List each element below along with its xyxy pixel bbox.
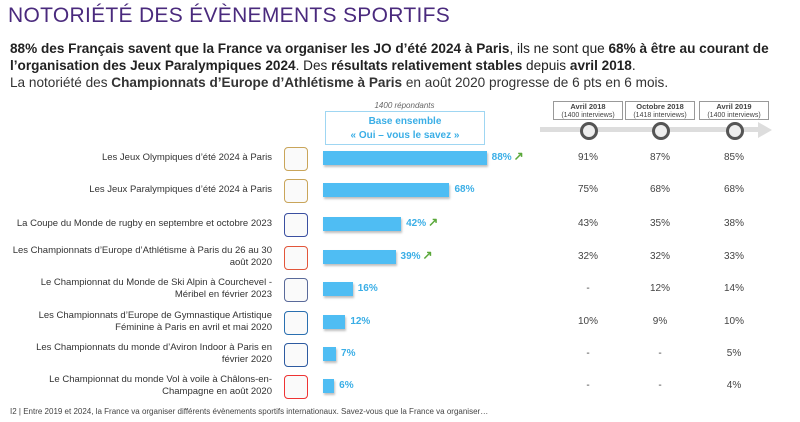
- history-header-sub: (1400 interviews): [561, 112, 615, 119]
- timeline-marker: [580, 122, 598, 140]
- bar: [323, 379, 335, 393]
- history-value: -: [658, 380, 662, 391]
- history-header: Octobre 2018 (1418 interviews): [625, 101, 695, 120]
- category-label: Les Championnats d’Europe de Gymnastique…: [38, 310, 272, 333]
- history-value: 38%: [723, 218, 744, 229]
- history-value: 10%: [577, 316, 598, 327]
- event-logo-icon: [284, 311, 308, 335]
- intro-p1b: , ils ne sont que: [509, 41, 609, 56]
- event-logo-icon: [284, 343, 308, 367]
- trend-up-arrow-icon: ↗: [513, 149, 524, 163]
- history-value: 32%: [649, 251, 670, 262]
- bar: [323, 183, 450, 197]
- intro-p1c: 68% à être au courant de l’organisation …: [10, 41, 769, 73]
- timeline-marker: [652, 122, 670, 140]
- category-label: Le Championnat du monde Vol à voile à Ch…: [49, 374, 272, 397]
- history-value: 85%: [723, 152, 744, 163]
- history-value: 5%: [726, 348, 742, 359]
- history-value: 12%: [649, 283, 670, 294]
- intro-text: 88% des Français savent que la France va…: [10, 40, 790, 91]
- base-line2: « Oui – vous le savez »: [350, 130, 460, 141]
- history-header-label: Avril 2018: [570, 102, 606, 111]
- event-logo-icon: [284, 278, 308, 302]
- bar: [323, 347, 337, 361]
- history-value: 10%: [723, 316, 744, 327]
- trend-up-arrow-icon: ↗: [428, 215, 439, 229]
- intro-p1h: .: [631, 58, 636, 73]
- value-label: 12%: [350, 316, 371, 327]
- value-label: 7%: [341, 348, 356, 359]
- category-label: Les Championnats du monde d’Aviron Indoo…: [36, 342, 272, 365]
- category-label: Le Championnat du Monde de Ski Alpin à C…: [40, 277, 272, 300]
- value-label: 6%: [339, 380, 354, 391]
- history-value: -: [586, 380, 590, 391]
- value-label: 42%: [406, 218, 427, 229]
- history-header: Avril 2019 (1400 interviews): [699, 101, 769, 120]
- value-label: 68%: [454, 184, 475, 195]
- value-label: 39%: [400, 251, 421, 262]
- base-line1: Base ensemble: [368, 116, 442, 127]
- intro-p1e: résultats relativement stables: [331, 58, 523, 73]
- category-label: Les Jeux Paralympiques d’été 2024 à Pari…: [89, 184, 272, 195]
- intro-p1f: depuis: [522, 58, 570, 73]
- base-box: Base ensemble « Oui – vous le savez »: [325, 111, 485, 145]
- category-label: Les Jeux Olympiques d’été 2024 à Paris: [101, 152, 272, 163]
- respondents-count: 1400 répondants: [374, 101, 435, 110]
- bar: [323, 282, 353, 296]
- history-value: -: [586, 283, 590, 294]
- bar: [323, 315, 346, 329]
- history-value: 4%: [726, 380, 742, 391]
- history-value: 14%: [723, 283, 744, 294]
- history-value: 91%: [577, 152, 598, 163]
- history-value: 68%: [723, 184, 744, 195]
- timeline-marker: [726, 122, 744, 140]
- timeline-line: [540, 127, 760, 132]
- event-logo-icon: [284, 179, 308, 203]
- history-header-label: Octobre 2018: [636, 102, 684, 111]
- value-label: 16%: [357, 283, 378, 294]
- bar: [323, 250, 396, 264]
- history-header-label: Avril 2019: [716, 102, 752, 111]
- category-label: La Coupe du Monde de rugby en septembre …: [16, 218, 272, 229]
- event-logo-icon: [284, 213, 308, 237]
- history-header-sub: (1418 interviews): [633, 112, 687, 119]
- history-value: -: [658, 348, 662, 359]
- history-header-sub: (1400 interviews): [707, 112, 761, 119]
- intro-p1d: . Des: [295, 58, 332, 73]
- history-value: 87%: [649, 152, 670, 163]
- bar: [323, 151, 487, 165]
- intro-p2c: en août 2020 progresse de 6 pts en 6 moi…: [402, 75, 669, 90]
- history-value: 32%: [577, 251, 598, 262]
- intro-p2b: Championnats d’Europe d’Athlétisme à Par…: [111, 75, 403, 90]
- history-value: 43%: [577, 218, 598, 229]
- intro-p2a: La notoriété des: [10, 75, 112, 90]
- history-value: 35%: [649, 218, 670, 229]
- history-value: 68%: [649, 184, 670, 195]
- bar: [323, 217, 402, 231]
- timeline-arrow-icon: [758, 122, 772, 138]
- event-logo-icon: [284, 375, 308, 399]
- page-title: NOTORIÉTÉ DES ÉVÈNEMENTS SPORTIFS: [8, 4, 451, 27]
- history-value: 9%: [652, 316, 668, 327]
- value-label: 88%: [491, 152, 512, 163]
- event-logo-icon: [284, 147, 308, 171]
- history-value: 75%: [577, 184, 598, 195]
- history-value: 33%: [723, 251, 744, 262]
- event-logo-icon: [284, 246, 308, 270]
- history-value: -: [586, 348, 590, 359]
- trend-up-arrow-icon: ↗: [422, 248, 433, 262]
- category-label: Les Championnats d’Europe d’Athlétisme à…: [12, 245, 272, 268]
- intro-p1g: avril 2018: [569, 58, 632, 73]
- intro-p1a: 88% des Français savent que la France va…: [10, 41, 510, 56]
- footer-question: I2 | Entre 2019 et 2024, la France va or…: [10, 407, 489, 416]
- history-header: Avril 2018 (1400 interviews): [553, 101, 623, 120]
